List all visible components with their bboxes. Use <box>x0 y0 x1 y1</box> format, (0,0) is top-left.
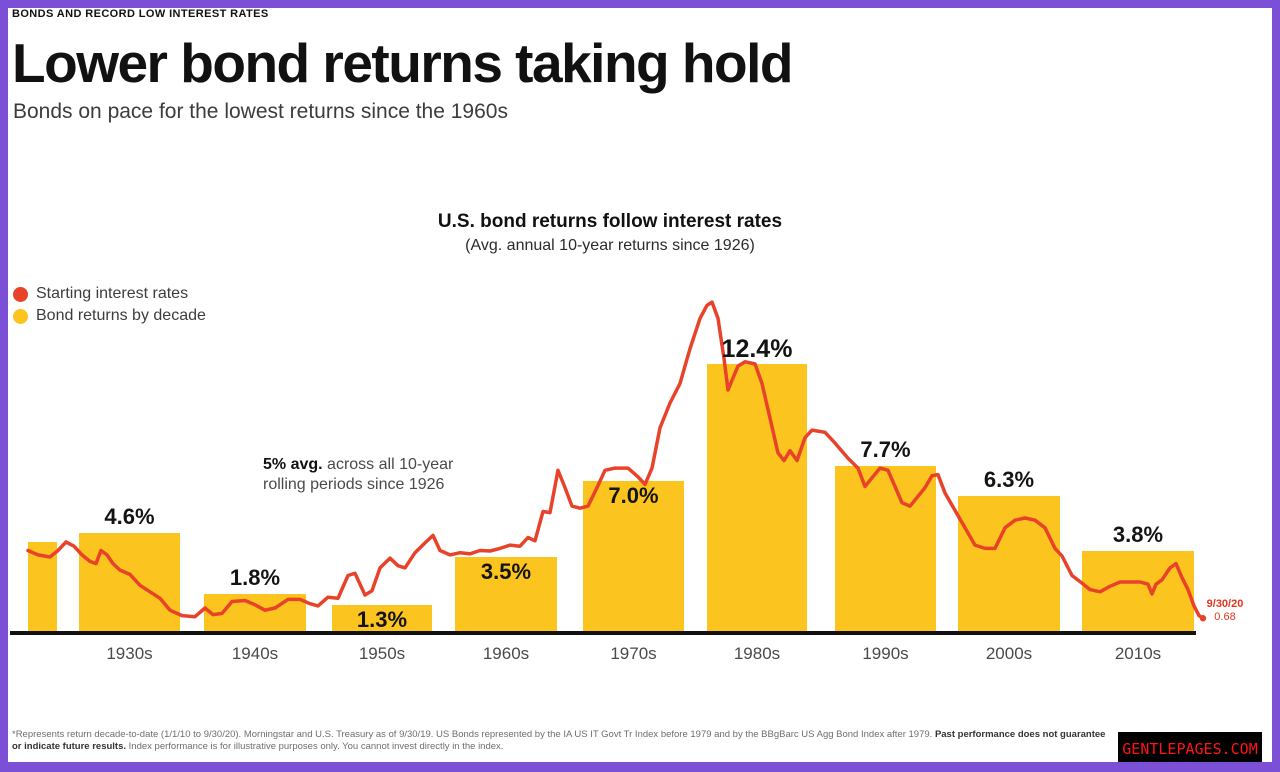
footnote-post: Index performance is for illustrative pu… <box>126 740 504 752</box>
line-end-label: 9/30/20 0.68 <box>1198 598 1252 624</box>
bar-1960s <box>455 557 557 633</box>
legend-item-bond-returns: Bond returns by decade <box>13 305 206 327</box>
frame-border-bottom <box>0 762 1280 772</box>
chart-title: U.S. bond returns follow interest rates <box>437 211 783 232</box>
bar-2000s <box>958 496 1060 633</box>
legend-label-bond-returns: Bond returns by decade <box>36 307 206 324</box>
bar-1950s <box>332 605 432 633</box>
page-subtitle: Bonds on pace for the lowest returns sin… <box>13 100 508 123</box>
bar-1930s <box>79 533 180 633</box>
frame-border-right <box>1272 0 1280 772</box>
legend-label-interest-rates: Starting interest rates <box>36 285 189 302</box>
end-label-value: 0.68 <box>1214 611 1236 623</box>
annotation-line2: rolling periods since 1926 <box>263 476 445 493</box>
kicker: BONDS AND RECORD LOW INTEREST RATES <box>12 8 269 20</box>
bar-1980s <box>707 364 807 633</box>
frame-border-left <box>0 0 8 772</box>
frame-border-top <box>0 0 1280 8</box>
red-dot-icon <box>13 286 28 302</box>
footnote: *Represents return decade-to-date (1/1/1… <box>12 729 1112 752</box>
annotation-bold: 5% avg. <box>263 456 323 473</box>
annotation-rest: across all 10-year <box>322 456 454 473</box>
interest-rate-line <box>26 300 1205 620</box>
average-annotation: 5% avg. across all 10-year rolling perio… <box>263 455 453 495</box>
end-label-date: 9/30/20 <box>1206 598 1244 610</box>
page-title: Lower bond returns taking hold <box>12 32 794 94</box>
legend-item-interest-rates: Starting interest rates <box>13 283 206 305</box>
legend: Starting interest rates Bond returns by … <box>13 283 206 327</box>
footnote-pre: *Represents return decade-to-date (1/1/1… <box>12 729 935 740</box>
chart-subtitle: (Avg. annual 10-year returns since 1926) <box>465 237 755 254</box>
watermark: GENTLEPAGES.COM <box>1118 732 1262 765</box>
bar-1970s <box>583 481 684 633</box>
x-axis-line <box>10 631 1196 635</box>
line-end-dot <box>1199 615 1207 622</box>
footnote-bold: Past performance does not guarantee or i… <box>12 729 1106 752</box>
yellow-dot-icon <box>13 308 28 324</box>
